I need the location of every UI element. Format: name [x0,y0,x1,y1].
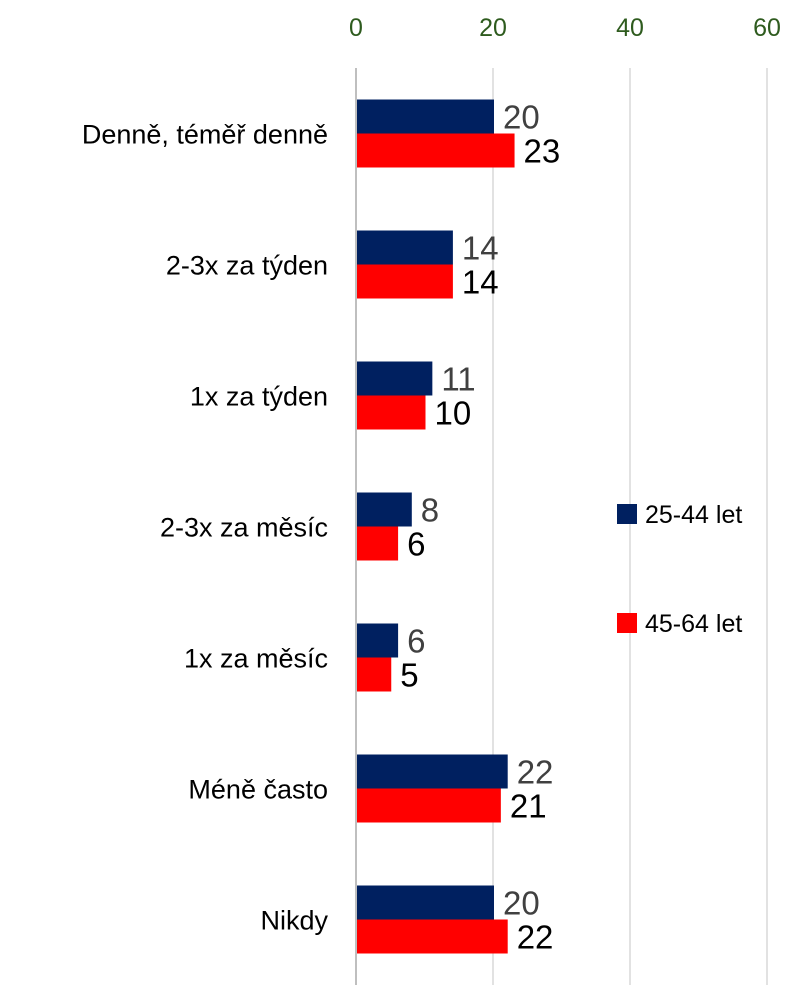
legend-label: 25-44 let [645,501,742,529]
data-label: 5 [400,657,418,694]
data-label: 21 [510,788,547,825]
data-label: 14 [462,264,499,301]
category-label: 2-3x za měsíc [160,513,328,543]
bar-25-44-let [357,623,399,658]
data-label: 6 [407,526,425,563]
data-label: 20 [503,99,540,136]
bar-25-44-let [357,361,433,396]
category-label: Denně, téměř denně [82,120,328,150]
legend-swatch [617,504,637,524]
bar-45-64-let [357,919,508,954]
category-label: 2-3x za týden [166,251,328,281]
bar-45-64-let [357,657,392,692]
gridlines [492,68,768,985]
bar-45-64-let [357,526,399,561]
bar-45-64-let [357,395,426,430]
legend-label: 45-64 let [645,610,742,638]
bar-25-44-let [357,754,508,789]
bar-45-64-let [357,788,501,823]
category-label: 1x za týden [190,382,328,412]
category-label: Méně často [188,775,328,805]
data-label: 20 [503,885,540,922]
data-label: 10 [435,395,472,432]
data-label: 14 [462,230,499,267]
bar-25-44-let [357,230,453,265]
bar-45-64-let [357,133,515,168]
legend: 25-44 let 45-64 let [617,501,742,638]
data-label: 11 [441,361,475,398]
category-label: 1x za měsíc [184,644,328,674]
legend-swatch [617,613,637,633]
bar-25-44-let [357,492,412,527]
data-label: 6 [407,623,425,660]
data-label: 22 [517,919,554,956]
data-label: 8 [421,492,439,529]
x-axis-tick-labels: 0 20 40 60 [349,14,781,42]
x-tick-label: 20 [479,14,507,42]
x-tick-label: 60 [753,14,781,42]
category-label: Nikdy [260,906,328,936]
bars [357,99,515,954]
x-tick-label: 40 [616,14,644,42]
bar-25-44-let [357,885,494,920]
data-label: 23 [524,133,561,170]
bar-25-44-let [357,99,494,134]
data-label: 22 [517,754,554,791]
x-tick-label: 0 [349,14,363,42]
category-labels: Denně, téměř denně 2-3x za týden 1x za týd… [82,120,329,936]
bar-45-64-let [357,264,453,299]
